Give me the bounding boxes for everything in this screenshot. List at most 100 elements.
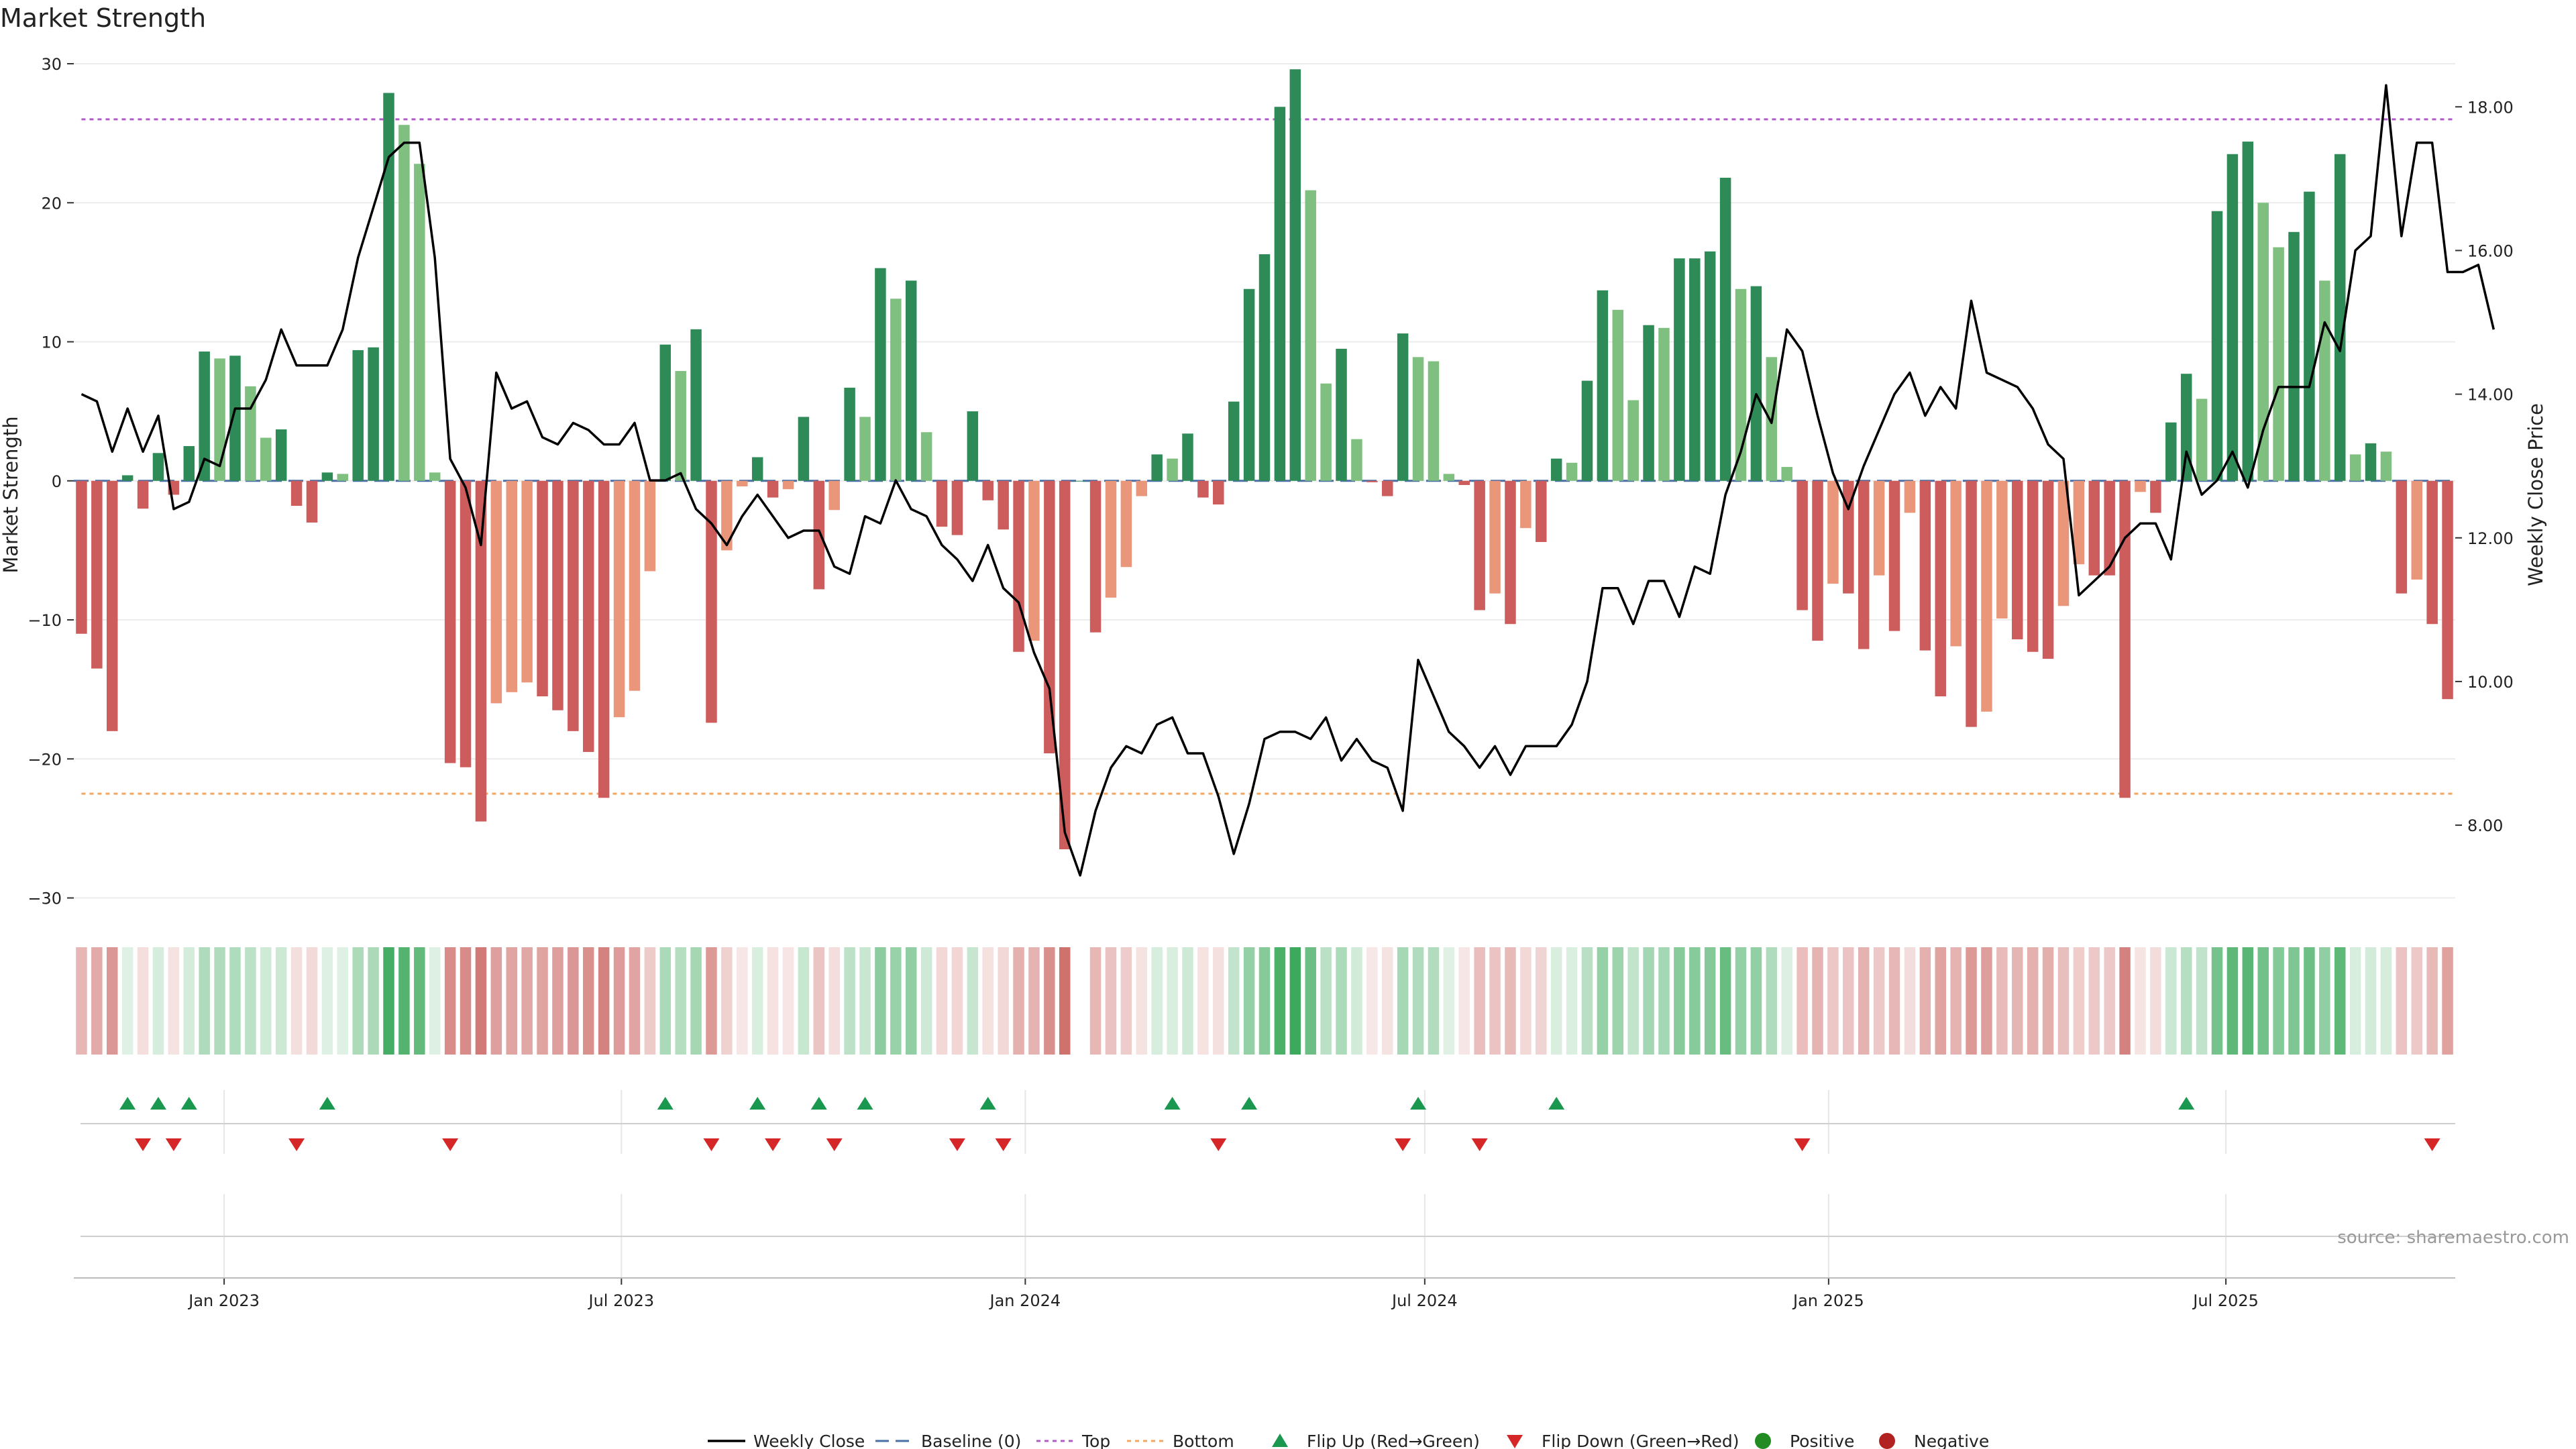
heat-cell [1197,947,1209,1055]
heat-cell [1766,947,1778,1055]
strength-bar [321,472,333,481]
heat-cell [1796,947,1808,1055]
strength-bar [1996,480,2008,619]
strength-bar [2150,480,2161,513]
tick-label-x: Jul 2024 [1391,1291,1458,1310]
tick-label-x: Jan 2024 [989,1291,1061,1310]
strength-bar [1689,258,1701,481]
heat-cell [1827,947,1839,1055]
heat-cell [1704,947,1716,1055]
tick-label-left: −30 [28,890,62,908]
flip-up-marker [1164,1097,1181,1110]
strength-bar [2257,203,2269,481]
strength-bar [1536,480,1547,542]
heat-cell [613,947,625,1055]
flip-down-marker [1471,1138,1488,1151]
strength-bar [1074,480,1086,482]
strength-bar [552,480,564,710]
flip-up-marker [979,1097,996,1110]
flip-down-marker [826,1138,843,1151]
heat-cell [583,947,594,1055]
strength-heat-strip [76,947,2453,1055]
heat-cell [1627,947,1639,1055]
chart-title: Market Strength [0,3,206,33]
strength-bar [2411,480,2422,580]
heat-cell [890,947,902,1055]
flip-up-marker [810,1097,827,1110]
heat-cell [2257,947,2269,1055]
heat-cell [2104,947,2115,1055]
strength-bar [2380,451,2392,481]
heat-cell [1689,947,1701,1055]
heat-cell [1904,947,1916,1055]
heat-cell [828,947,840,1055]
strength-bar [137,480,149,509]
heat-cell [1966,947,1977,1055]
strength-bar [1919,480,1931,651]
flip-down-marker [949,1138,965,1151]
legend-item-positive: Positive [1755,1432,1854,1449]
tick-label-x: Jul 2023 [588,1291,655,1310]
flip-up-marker [1241,1097,1258,1110]
source-credit: source: sharemaestro.com [2337,1228,2569,1248]
strength-bar [1750,286,1762,481]
strength-bar [537,480,548,697]
strength-bar [920,432,932,481]
strength-bar [1950,480,1962,647]
heat-cell [2027,947,2039,1055]
heat-cell [2365,947,2377,1055]
flip-down-marker [703,1138,720,1151]
heat-cell [706,947,717,1055]
heat-cell [982,947,994,1055]
heat-cell [2211,947,2223,1055]
flip-down-marker [1210,1138,1227,1151]
strength-bar [1520,480,1532,529]
strength-bar [2288,231,2300,481]
strength-bar [2426,480,2438,625]
flip-up-marker [1410,1097,1427,1110]
strength-bar [2042,480,2054,659]
legend-item-negative: Negative [1879,1432,1989,1449]
strength-bar [905,280,917,481]
strength-bar [2073,480,2085,565]
strength-bar [1089,480,1102,633]
flip-up-marker [150,1097,166,1110]
flip-down-marker [165,1138,182,1151]
strength-bar [2365,443,2377,481]
heat-cell [199,947,210,1055]
heat-cell [1888,947,1900,1055]
strength-bar [644,480,656,572]
strength-bar [1966,480,1977,727]
heat-cell [2057,947,2070,1055]
strength-bar [414,164,425,481]
heat-cell [1274,947,1286,1055]
axes: −30 −20 −10 0 10 20 30 8.00 10.00 12.00 14.00 16.00… [0,55,2547,1310]
legend: Weekly Close Baseline (0) Top Bottom Flip Up… [708,1432,1989,1449]
legend-label: Top [1081,1432,1110,1449]
heat-cell [1336,947,1347,1055]
heat-cell [782,947,794,1055]
strength-bar [1781,467,1792,481]
legend-label: Positive [1790,1432,1854,1449]
heat-cell [1013,947,1024,1055]
strength-bar [1812,480,1823,641]
heat-cell [2411,947,2422,1055]
heat-cell [798,947,810,1055]
heat-cell [1858,947,1870,1055]
heat-cell [306,947,318,1055]
heat-cell [2396,947,2408,1055]
tick-label-x: Jan 2023 [187,1291,260,1310]
flip-down-marker [2424,1138,2440,1151]
heat-cell [1474,947,1485,1055]
strength-bar [1213,480,1224,505]
heat-cell [2119,947,2131,1055]
legend-label: Flip Down (Green→Red) [1542,1432,1739,1449]
strength-bar [475,480,487,822]
heat-cell [2304,947,2315,1055]
heat-cell [875,947,886,1055]
heat-cell [1812,947,1823,1055]
legend-item-baseline: Baseline (0) [875,1432,1021,1449]
strength-bar [1489,480,1501,594]
tick-label-right: 14.00 [2467,386,2514,405]
flip-up-marker [2178,1097,2195,1110]
